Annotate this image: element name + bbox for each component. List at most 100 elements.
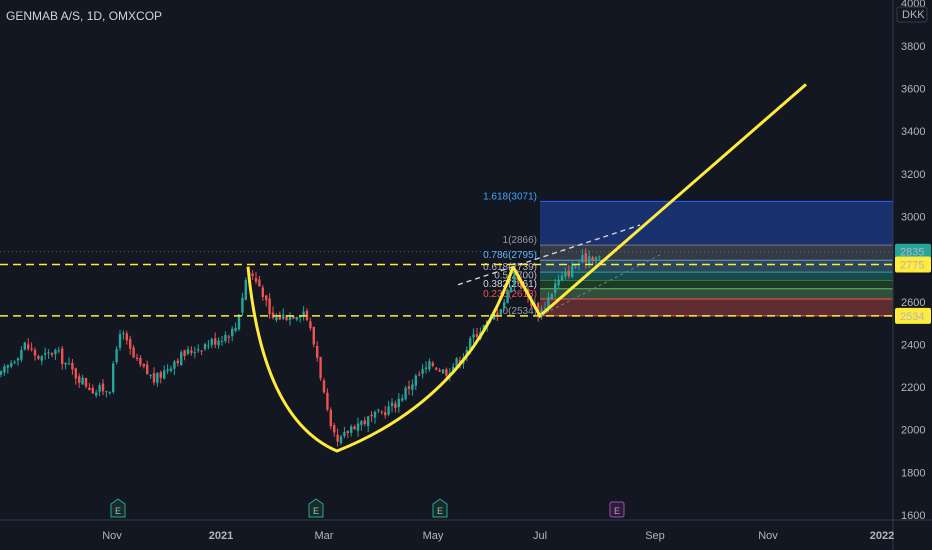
candle-body bbox=[258, 279, 261, 287]
currency-label: DKK bbox=[902, 9, 925, 21]
candle-body bbox=[197, 349, 200, 351]
earnings-marker-label: E bbox=[115, 506, 121, 516]
earnings-marker-icon bbox=[432, 498, 448, 518]
candle-body bbox=[40, 356, 43, 361]
y-tick-label: 2600 bbox=[901, 297, 925, 309]
price-label-tag bbox=[895, 243, 931, 260]
price-label-tag bbox=[895, 307, 931, 324]
candle-body bbox=[210, 338, 213, 345]
candle-body bbox=[125, 333, 128, 341]
candle-body bbox=[57, 350, 60, 352]
candle-body bbox=[496, 312, 499, 315]
candle-body bbox=[356, 423, 360, 431]
price-axis[interactable]: 1600180020002200240026002800300032003400… bbox=[892, 0, 931, 550]
candle-body bbox=[288, 315, 292, 320]
earnings-marker[interactable]: E bbox=[609, 501, 625, 518]
candle-body bbox=[152, 373, 156, 383]
channel-lower-line[interactable] bbox=[539, 254, 661, 317]
candle-body bbox=[0, 370, 3, 375]
x-tick-label: Mar bbox=[315, 530, 334, 542]
candle-body bbox=[146, 364, 149, 375]
time-axis[interactable]: Nov 2021 Mar May Jul Sep Nov 2022 bbox=[0, 519, 932, 542]
candle-body bbox=[591, 257, 594, 261]
fib-level-label: 0(2534) bbox=[503, 306, 537, 317]
candle-body bbox=[278, 315, 281, 320]
x-tick-label: May bbox=[423, 530, 444, 542]
candle-body bbox=[373, 411, 377, 418]
candle-body bbox=[438, 369, 441, 372]
earnings-marker-icon bbox=[609, 501, 625, 518]
candle-body bbox=[203, 344, 207, 350]
fib-level-label: 1(2866) bbox=[503, 235, 537, 246]
candle-body bbox=[380, 411, 383, 413]
candle-body bbox=[295, 316, 298, 320]
candle-body bbox=[407, 386, 411, 389]
candle-body bbox=[401, 398, 404, 401]
candle-body bbox=[275, 316, 278, 321]
channel-upper-line[interactable] bbox=[457, 224, 641, 286]
candle-body bbox=[81, 377, 84, 385]
candle-body bbox=[217, 340, 220, 346]
earnings-marker-icon bbox=[308, 498, 324, 518]
candle-body bbox=[176, 360, 179, 364]
candle-body bbox=[513, 273, 516, 286]
candles bbox=[0, 248, 601, 447]
x-tick-label: Nov bbox=[102, 530, 122, 542]
earnings-marker[interactable]: E bbox=[308, 498, 324, 518]
y-tick-label: 3200 bbox=[901, 169, 925, 181]
candle-body bbox=[169, 368, 173, 372]
candle-body bbox=[445, 369, 448, 376]
candle-body bbox=[333, 425, 336, 433]
earnings-marker-icon bbox=[110, 498, 126, 518]
candle-body bbox=[142, 363, 145, 367]
candle-body bbox=[135, 357, 139, 359]
fibonacci-extension[interactable]: 1.618(3071)1(2866)0.786(2795)0.618(2739)… bbox=[483, 191, 893, 317]
horizontal-lines[interactable] bbox=[0, 263, 893, 317]
candle-body bbox=[268, 298, 271, 315]
candle-body bbox=[299, 316, 302, 318]
earnings-marker-label: E bbox=[437, 506, 443, 516]
candle-body bbox=[282, 314, 285, 319]
candle-body bbox=[88, 387, 91, 390]
candle-body bbox=[472, 334, 475, 338]
candle-body bbox=[27, 344, 30, 349]
candle-body bbox=[567, 270, 570, 277]
candle-body bbox=[207, 345, 210, 347]
currency-badge bbox=[896, 6, 928, 23]
fib-band bbox=[540, 201, 893, 246]
price-label-text: 2534 bbox=[900, 311, 924, 323]
y-tick-label: 3000 bbox=[901, 212, 925, 224]
candle-body bbox=[101, 383, 105, 392]
candle-body bbox=[418, 374, 421, 376]
candle-body bbox=[455, 358, 458, 367]
y-tick-label: 2400 bbox=[901, 339, 925, 351]
candle-body bbox=[428, 361, 431, 370]
price-label-tag bbox=[895, 256, 931, 273]
candle-body bbox=[594, 257, 598, 262]
candle-body bbox=[132, 347, 135, 358]
candle-body bbox=[292, 316, 295, 319]
y-tick-label: 4000 bbox=[901, 0, 925, 10]
candle-body bbox=[50, 353, 54, 355]
x-tick-label: Sep bbox=[645, 530, 665, 542]
earnings-marker[interactable]: E bbox=[432, 498, 448, 518]
candle-body bbox=[163, 370, 166, 379]
candle-body bbox=[547, 297, 550, 309]
fib-level-label: 0.236(2613) bbox=[483, 289, 537, 300]
fib-level-label: 0.382(2661) bbox=[483, 279, 537, 290]
candle-body bbox=[560, 275, 564, 281]
earnings-marker[interactable]: E bbox=[110, 498, 126, 518]
candle-body bbox=[557, 279, 560, 286]
candle-body bbox=[316, 345, 319, 358]
candle-body bbox=[78, 376, 81, 383]
cup-curve-drawing[interactable] bbox=[246, 266, 515, 453]
candle-body bbox=[227, 336, 230, 338]
candle-body bbox=[353, 426, 356, 430]
candle-body bbox=[254, 277, 258, 282]
candle-body bbox=[550, 293, 553, 299]
candle-body bbox=[108, 392, 111, 394]
x-tick-label: 2021 bbox=[209, 530, 233, 542]
candle-body bbox=[377, 409, 380, 411]
